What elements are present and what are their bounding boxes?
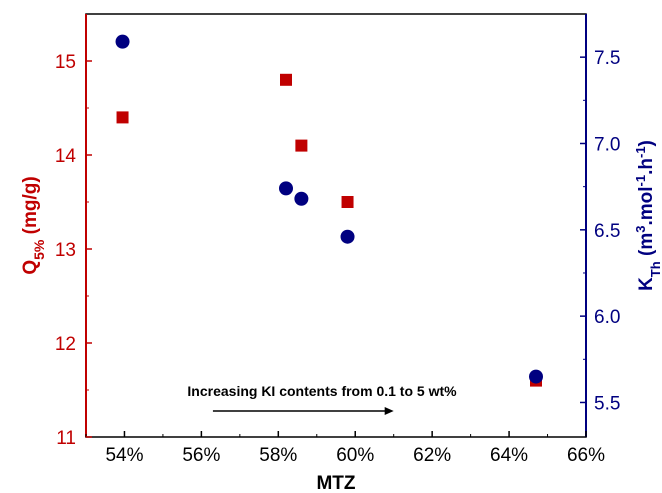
right-y-tick-label: 6.5 (594, 221, 620, 242)
left-y-axis-ticks: 11 12 13 14 15 (55, 52, 92, 449)
right-y-tick-label: 5.5 (594, 393, 620, 414)
right-y-axis-ticks: 5.5 6.0 6.5 7.0 7.5 (580, 48, 620, 414)
right-y-tick-label: 6.0 (594, 307, 620, 328)
right-y-tick-label: 7.5 (594, 48, 620, 69)
x-tick-label: 54% (105, 445, 143, 466)
right-y-tick-label: 7.0 (594, 134, 620, 155)
right-y-title-main: K (636, 277, 657, 291)
data-point-circle (294, 191, 309, 206)
right-y-title-sub: Th (648, 261, 662, 277)
left-y-title-sub: 5% (31, 239, 47, 260)
data-point-circle (279, 181, 293, 196)
annotation-text: Increasing KI contents from 0.1 to 5 wt% (187, 383, 457, 399)
plot-frame (85, 13, 587, 438)
x-tick-label: 64% (490, 445, 528, 466)
data-point-square (280, 73, 292, 86)
data-point-square (295, 139, 308, 152)
x-tick-label: 66% (567, 445, 605, 466)
left-y-tick-label: 14 (55, 146, 77, 167)
right-y-title-sup2: -1 (633, 175, 648, 187)
data-point-square (116, 111, 129, 124)
x-tick-label: 58% (259, 445, 297, 466)
right-y-title-u4: ) (636, 140, 657, 146)
left-y-title-tail: (mg/g) (20, 176, 41, 239)
right-y-title-u1: (m (636, 233, 657, 262)
data-point-circle (340, 229, 355, 244)
left-y-tick-label: 13 (55, 240, 76, 261)
right-y-title-u3: .h (636, 158, 657, 175)
left-y-tick-label: 11 (56, 428, 76, 449)
right-y-title-sup3: -1 (633, 146, 648, 158)
right-y-title-sup1: 3 (633, 226, 648, 233)
right-y-title-u2: .mol (636, 186, 657, 225)
x-tick-label: 62% (413, 445, 451, 466)
data-marks (115, 34, 543, 387)
x-tick-label: 60% (336, 445, 374, 466)
right-y-axis-title: KTh (m3.mol-1.h-1) (633, 140, 662, 291)
data-point-circle (115, 34, 130, 49)
left-y-axis-title: Q5% (mg/g) (20, 176, 47, 274)
x-tick-label: 56% (182, 445, 220, 466)
x-axis-title: MTZ (316, 473, 355, 493)
left-y-tick-label: 15 (55, 52, 76, 73)
left-y-title-main: Q (20, 260, 41, 275)
data-point-square (341, 196, 354, 208)
left-y-tick-label: 12 (55, 334, 76, 355)
annotation-arrowhead (384, 407, 394, 415)
data-point-circle (529, 369, 543, 384)
x-axis-ticks: 54% 56% 58% 60% 62% 64% 66% (85, 431, 605, 466)
